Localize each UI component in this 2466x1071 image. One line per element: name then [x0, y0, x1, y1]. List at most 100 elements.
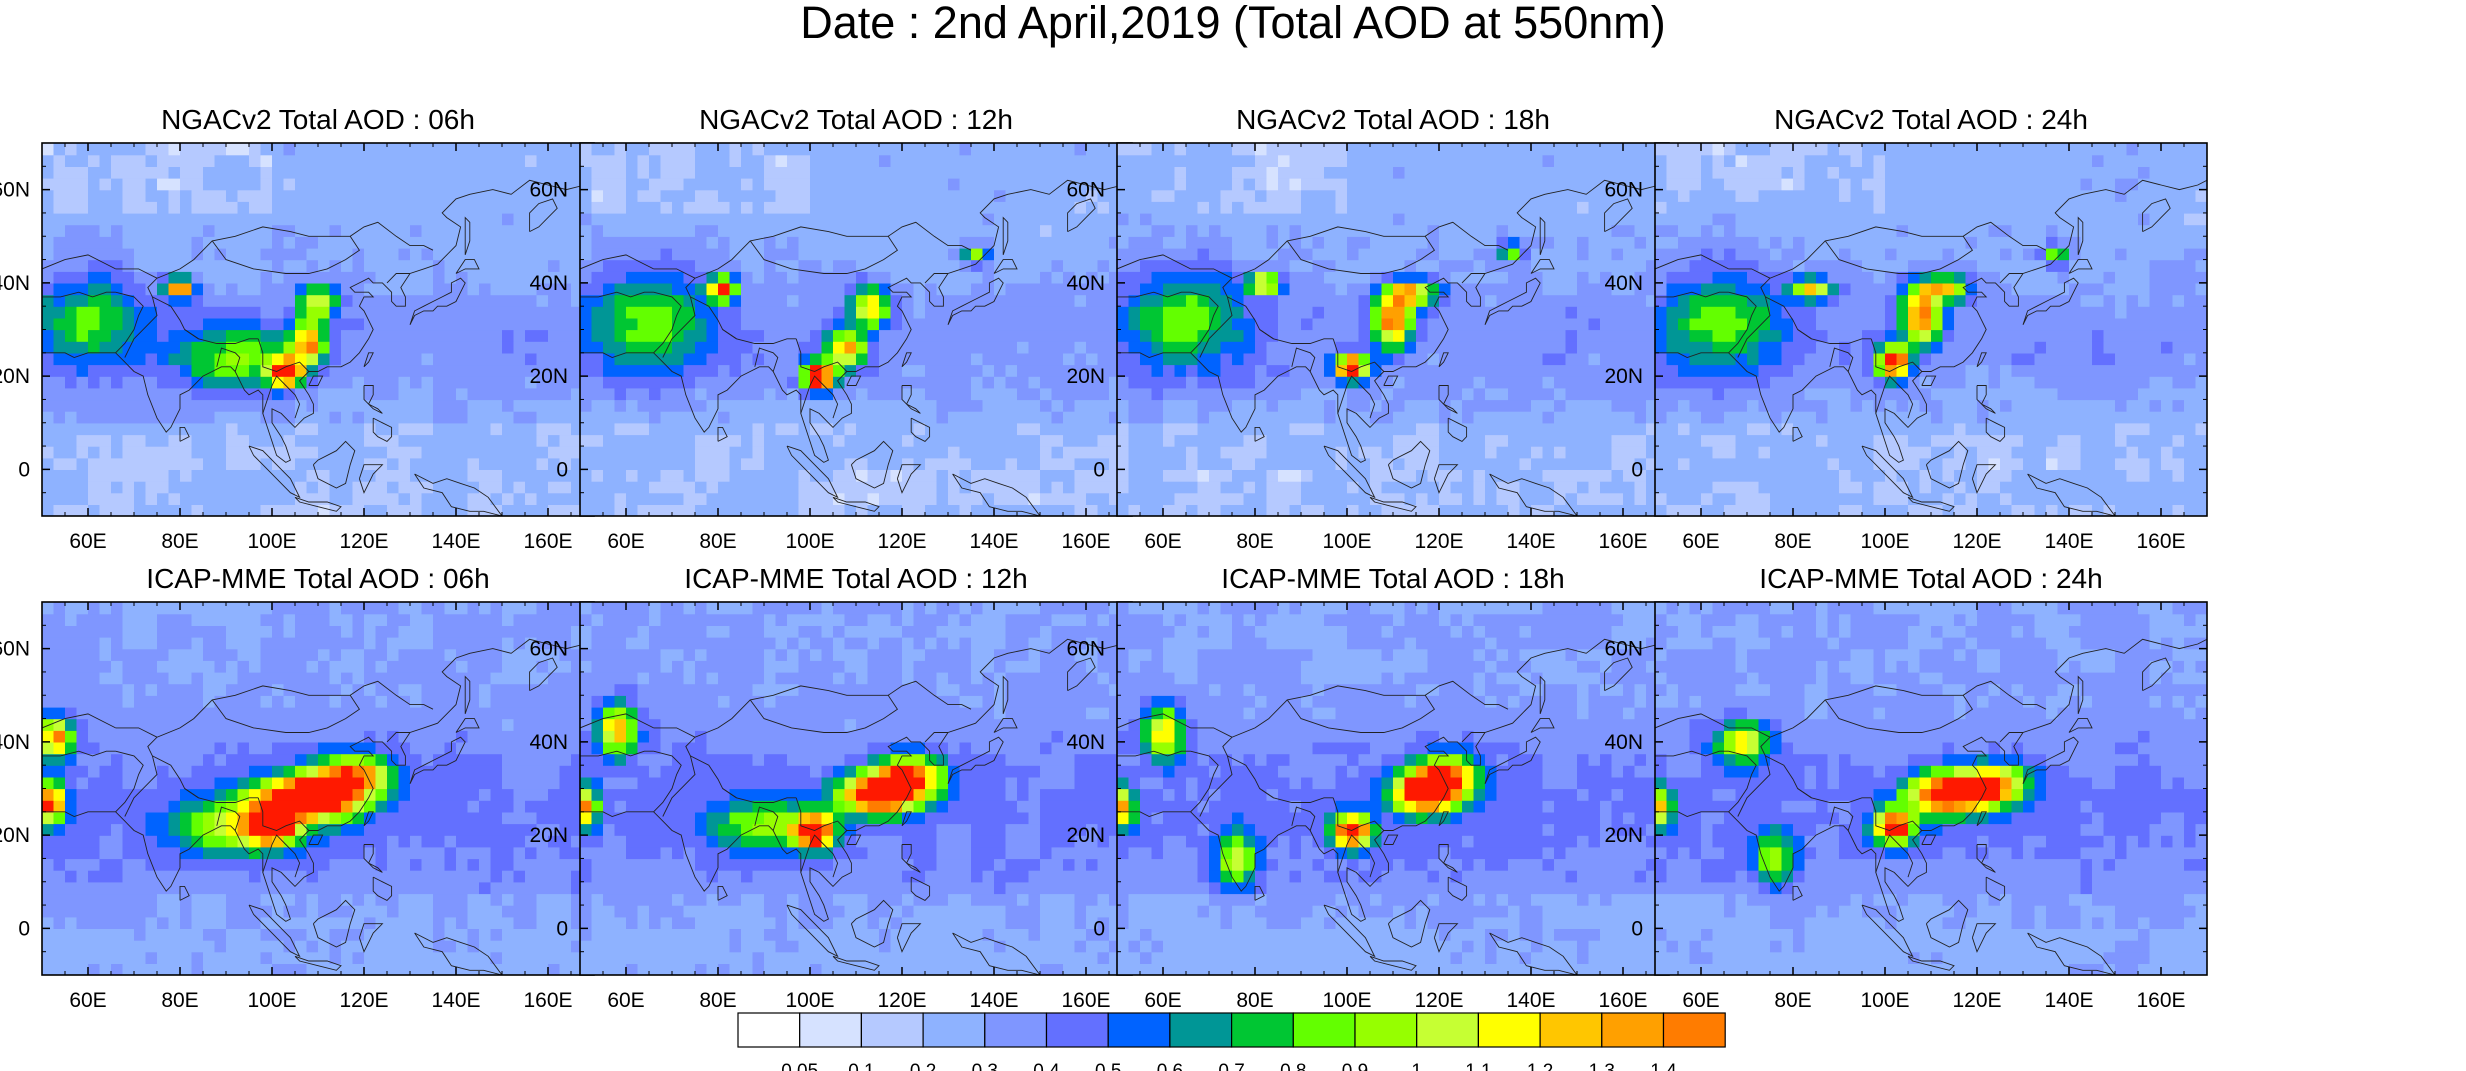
colorbar-label: 1.2 [1527, 1061, 1553, 1071]
colorbar-box [1601, 1012, 1665, 1048]
colorbar-label: 0.4 [1033, 1061, 1060, 1071]
lat-tick-label: 40N [1066, 272, 1105, 295]
colorbar-box [922, 1012, 986, 1048]
map-panel: NGACv2 Total AOD : 24h 60E 80E 100E 120E 140E… [1604, 104, 2208, 553]
colorbar-box [1416, 1012, 1479, 1048]
lon-tick-label: 120E [1414, 530, 1463, 553]
colorbar-box [984, 1012, 1048, 1048]
lon-tick-label: 100E [1860, 989, 1909, 1012]
lat-tick-label: 60N [529, 638, 568, 661]
lat-tick-label: 0 [18, 458, 30, 481]
lat-tick-label: 20N [529, 365, 568, 388]
colorbar-box [1539, 1012, 1603, 1048]
colorbar-box [737, 1012, 801, 1048]
lon-tick-label: 80E [1774, 989, 1811, 1012]
panel-title: NGACv2 Total AOD : 24h [1774, 104, 2088, 135]
lon-tick-label: 160E [1061, 530, 1110, 553]
lat-tick-label: 40N [529, 272, 568, 295]
lon-tick-label: 60E [607, 530, 644, 553]
colorbar-label: 1 [1411, 1061, 1422, 1071]
lat-tick-label: 0 [1093, 917, 1105, 940]
lon-tick-label: 140E [1506, 530, 1555, 553]
colorbar-box [1292, 1012, 1356, 1048]
aod-field [1655, 143, 2207, 516]
lon-tick-label: 160E [1598, 530, 1647, 553]
aod-field [580, 602, 1132, 975]
colorbar-box [1045, 1012, 1109, 1048]
colorbar-box [1354, 1012, 1418, 1048]
colorbar-label: 0.9 [1342, 1061, 1368, 1071]
panel-title: ICAP-MME Total AOD : 18h [1221, 563, 1564, 594]
map-panel: NGACv2 Total AOD : 18h 60E 80E 100E 120E 140E… [1066, 104, 1670, 553]
lon-tick-label: 60E [1144, 530, 1181, 553]
colorbar-label: 0.3 [972, 1061, 998, 1071]
panel-title: NGACv2 Total AOD : 18h [1236, 104, 1550, 135]
lon-tick-label: 140E [2044, 989, 2093, 1012]
colorbar-label: 1.4 [1650, 1061, 1677, 1071]
coastlines [42, 638, 594, 975]
colorbar-label: 0.5 [1095, 1061, 1121, 1071]
lon-tick-label: 160E [1598, 989, 1647, 1012]
colorbar-box [799, 1012, 863, 1048]
coastlines [42, 179, 594, 516]
lon-tick-label: 80E [1236, 530, 1273, 553]
lon-tick-label: 160E [523, 530, 572, 553]
lat-tick-label: 0 [1631, 458, 1643, 481]
map-panel: ICAP-MME Total AOD : 06h 60E 80E 100E 120E 14… [0, 563, 595, 1012]
lon-tick-label: 100E [785, 530, 834, 553]
aod-field [1117, 602, 1669, 975]
lon-tick-label: 100E [785, 989, 834, 1012]
lon-tick-label: 160E [1061, 989, 1110, 1012]
map-panel: ICAP-MME Total AOD : 24h 60E 80E 100E 120E 14… [1604, 563, 2208, 1012]
lon-tick-label: 80E [1236, 989, 1273, 1012]
colorbar-label: 0.8 [1280, 1061, 1306, 1071]
lat-tick-label: 0 [1093, 458, 1105, 481]
lon-tick-label: 80E [161, 530, 198, 553]
colorbar-label: 0.1 [848, 1061, 874, 1071]
aod-field [42, 602, 594, 975]
lat-tick-label: 0 [18, 917, 30, 940]
coastlines [580, 179, 1132, 516]
lon-tick-label: 60E [1682, 989, 1719, 1012]
lat-tick-label: 20N [0, 824, 30, 847]
lon-tick-label: 120E [1952, 530, 2001, 553]
colorbar-label: 0.05 [781, 1061, 818, 1071]
lon-tick-label: 100E [247, 989, 296, 1012]
coastlines [1117, 179, 1669, 516]
lon-tick-label: 140E [1506, 989, 1555, 1012]
coastlines [1655, 179, 2207, 516]
panel-title: NGACv2 Total AOD : 06h [161, 104, 475, 135]
lon-tick-label: 100E [1322, 989, 1371, 1012]
lat-tick-label: 20N [1604, 824, 1643, 847]
colorbar-label: 1.1 [1465, 1061, 1491, 1071]
lat-tick-label: 20N [529, 824, 568, 847]
colorbar-label: 0.7 [1218, 1061, 1244, 1071]
lat-tick-label: 0 [556, 458, 568, 481]
lon-tick-label: 160E [523, 989, 572, 1012]
panel-title: ICAP-MME Total AOD : 06h [146, 563, 489, 594]
lon-tick-label: 160E [2136, 989, 2185, 1012]
coastlines [1655, 638, 2207, 975]
lon-tick-label: 60E [69, 530, 106, 553]
lon-tick-label: 140E [969, 530, 1018, 553]
lat-tick-label: 60N [0, 179, 30, 202]
coastlines [1117, 638, 1669, 975]
lon-tick-label: 60E [69, 989, 106, 1012]
lat-tick-label: 20N [1066, 824, 1105, 847]
aod-field [580, 143, 1132, 516]
lat-tick-label: 60N [1066, 638, 1105, 661]
lat-tick-label: 60N [0, 638, 30, 661]
lat-tick-label: 40N [0, 731, 30, 754]
aod-field [1117, 143, 1669, 516]
colorbar-box [1477, 1012, 1541, 1048]
lon-tick-label: 120E [1952, 989, 2001, 1012]
colorbar-box [860, 1012, 924, 1048]
lon-tick-label: 140E [969, 989, 1018, 1012]
lat-tick-label: 40N [1604, 272, 1643, 295]
colorbar: 0.05 0.1 0.2 0.3 0.4 0.5 0.6 0.7 0.8 0.9 1 1.1 1.2 1.… [737, 1012, 1726, 1071]
map-panel: ICAP-MME Total AOD : 12h 60E 80E 100E 120E 14… [529, 563, 1133, 1012]
lon-tick-label: 80E [699, 530, 736, 553]
lon-tick-label: 120E [339, 989, 388, 1012]
lat-tick-label: 60N [1604, 179, 1643, 202]
